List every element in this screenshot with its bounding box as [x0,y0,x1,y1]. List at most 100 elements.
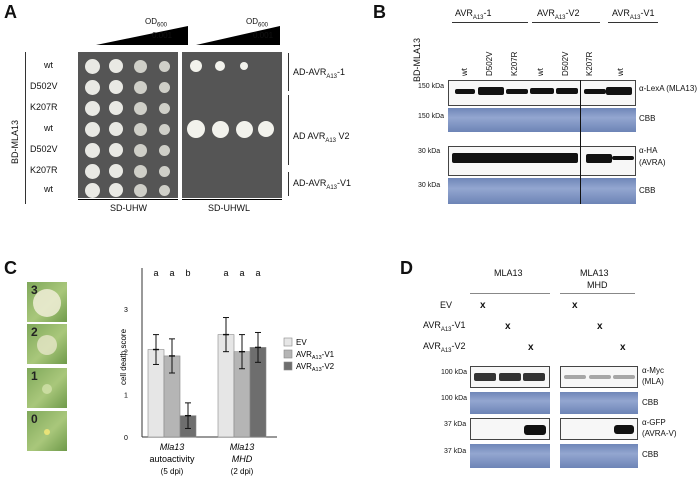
col-mla13: MLA13 [494,268,523,278]
col-mla13-mhd-2: MHD [587,280,608,290]
strain-row-label: wt [44,184,53,194]
blot-group-line-1 [452,22,528,23]
band-gfp [524,425,546,435]
yeast-colony [133,59,147,73]
yeast-colony [109,143,123,157]
group-label-2: AD AVRA13 V2 [293,131,350,144]
significance-letter: a [169,268,174,278]
od-gradient-triangle-left [96,26,188,45]
blot-cbb-2 [448,178,636,204]
blot-lane-label: K207R [585,51,594,76]
yeast-colony [84,58,100,74]
bd-bracket-a [25,52,26,204]
col-mla13-mhd-1: MLA13 [580,268,609,278]
plate-right-axis [182,199,282,200]
yeast-colony [158,144,170,156]
yeast-colony [84,100,100,116]
marker-100-1: 100 kDa [441,369,468,376]
yeast-colony-selective [215,61,225,71]
yeast-colony [158,81,170,93]
yeast-colony [133,80,147,94]
plate-left-label: SD-UHW [110,203,147,213]
row-ev: EV [440,300,453,310]
blot-gfp-right [560,418,638,440]
band-myc [499,373,521,381]
category-label: Mla13 [160,442,185,452]
yeast-colony [133,122,147,136]
yeast-colony-selective [235,120,253,138]
label-cbb-d1: CBB [642,398,659,407]
construct-mark: x [597,321,603,332]
construct-mark: x [572,300,578,311]
label-ha: α-HA [639,146,658,155]
label-lexa: α-LexA (MLA13) [639,84,697,93]
plate-left-axis [78,199,178,200]
y-tick-label: 3 [124,307,128,314]
band-lexa [506,88,528,94]
yeast-colony-selective [258,121,274,137]
yeast-colony [133,101,147,115]
label-gfp: α-GFP [642,418,666,427]
blot-group-2: AVRA13-V2 [537,8,580,21]
band-myc [474,373,496,381]
od-value-left: 0.001 [152,31,173,40]
significance-letter: a [239,268,244,278]
blot-group-1: AVRA13-1 [455,8,492,21]
label-myc: α-Myc [642,366,664,375]
blot-myc-right [560,366,638,388]
legend-swatch [283,361,293,371]
blot-lane-label: K207R [510,51,519,76]
group-label-1: AD-AVRA13-1 [293,67,346,80]
yeast-colony [133,183,147,197]
blot-cbb-d1-right [560,392,638,414]
yeast-colony [109,80,123,94]
yeast-colony [158,123,170,135]
band-lexa [556,88,578,94]
leaf-score: 3 [31,283,38,297]
strain-row-label: K207R [30,165,58,175]
group-bracket-2 [288,95,289,165]
yeast-colony [158,165,170,177]
yeast-colony [133,164,147,178]
panel-c-label: C [4,258,17,278]
band-myc [523,373,545,381]
yeast-colony [109,164,123,178]
y-tick-label: 0 [124,435,128,442]
blot-cbb-d2-left [470,444,550,468]
blot-lane-label: wt [616,68,625,76]
infiltration-spot [37,335,57,355]
construct-mark: x [505,321,511,332]
band-lexa [478,87,504,95]
y-tick-label: 2 [124,350,128,357]
significance-letter: a [255,268,260,278]
col-line-1 [470,293,550,294]
row-v2: AVRA13-V2 [423,341,466,354]
label-gfp-avr: (AVRA-V) [642,429,677,438]
label-cbb-b2: CBB [639,186,656,195]
blot-lane-label: D502V [561,51,570,76]
y-tick-label: 1 [124,392,128,399]
strain-row-label: D502V [30,81,58,91]
category-sub: MHD [232,454,253,464]
band-ha [452,153,578,163]
band-lexa [455,88,475,94]
yeast-colony [84,142,100,158]
od-label-right: OD600 [246,17,269,29]
legend-swatch [283,337,293,347]
panel-a-label: A [4,2,17,22]
bd-mla13-label-a: BD-MLA13 [10,119,20,164]
yeast-colony [158,102,170,114]
infiltration-spot [44,429,50,435]
yeast-colony [109,59,123,73]
category-note: (5 dpi) [161,467,184,476]
band-myc-weak [589,375,611,379]
legend-label: AVRA13-V1 [296,350,335,361]
legend-label: AVRA13-V2 [296,362,335,373]
band-ha [612,156,634,160]
construct-mark: x [480,300,486,311]
marker-37-2: 37 kDa [444,448,467,455]
yeast-colony [109,122,123,136]
panel-d-label: D [400,258,413,278]
blot-group-line-2 [532,22,600,23]
cell-death-chart: 0 1 2 3 cell death score a a b Mla13 autoactivity… [119,268,335,476]
